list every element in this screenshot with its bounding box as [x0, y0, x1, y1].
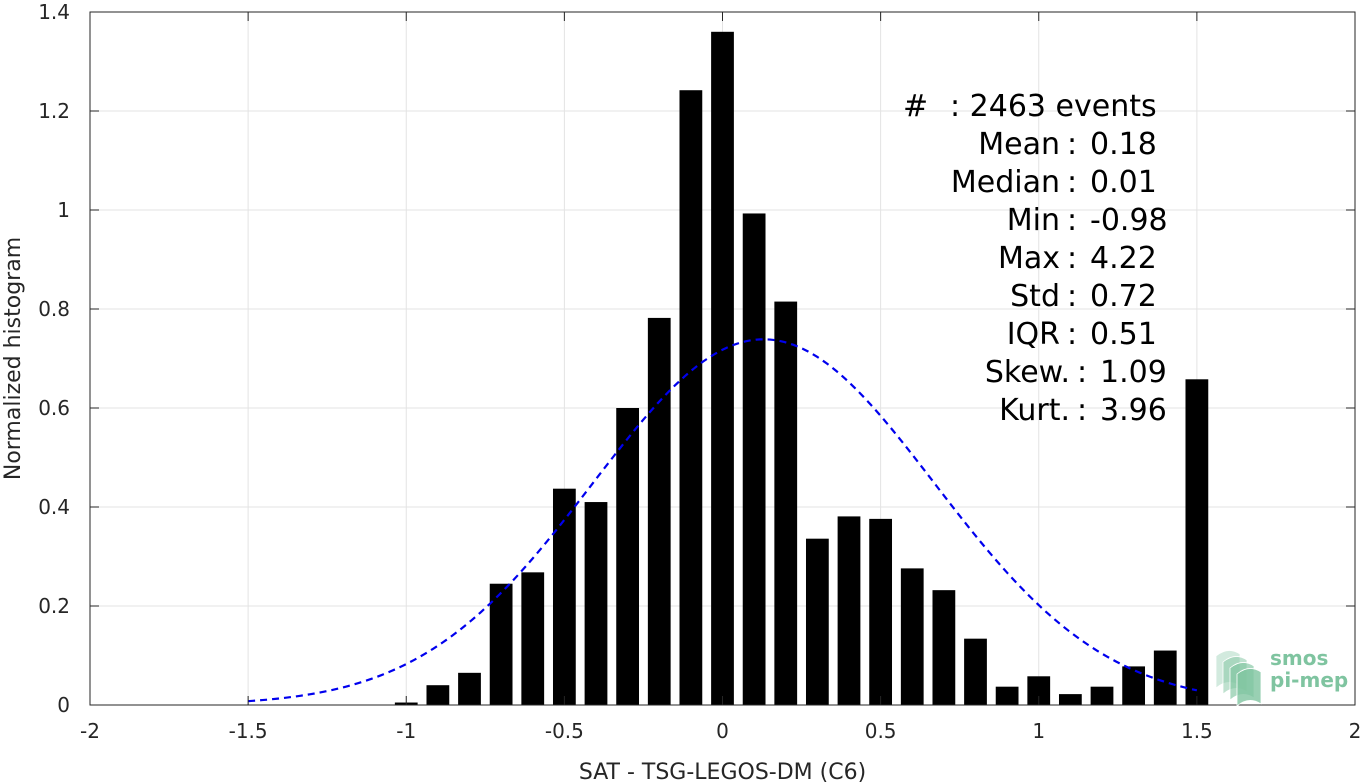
- stat-separator: :: [1077, 393, 1087, 428]
- histogram-bar: [837, 516, 861, 705]
- x-tick-labels: -2 -1.5 -1 -0.5 0 0.5 1 1.5 2: [80, 719, 1361, 743]
- x-tick-label: 1: [1032, 719, 1045, 743]
- stat-label: Mean: [978, 127, 1060, 162]
- stat-value: 0.72: [1090, 279, 1157, 314]
- x-tick-label: -1: [396, 719, 416, 743]
- y-tick-label: 0.2: [38, 594, 70, 618]
- logo-text-pi-mep: pi-mep: [1270, 668, 1348, 692]
- x-tick-label: 0: [716, 719, 729, 743]
- stat-value: 0.18: [1090, 127, 1157, 162]
- histogram-bars: [394, 31, 1209, 706]
- y-tick-label: 1.4: [38, 0, 70, 24]
- histogram-bar: [805, 538, 829, 705]
- stat-value: : 2463 events: [950, 89, 1157, 124]
- logo-wave-layer: [1236, 668, 1262, 707]
- x-tick-label: -2: [80, 719, 100, 743]
- stat-value: 4.22: [1090, 241, 1157, 276]
- histogram-bar: [647, 317, 671, 705]
- histogram-bar: [1185, 379, 1209, 705]
- stat-label: Min: [1007, 203, 1060, 238]
- stat-separator: :: [1067, 241, 1077, 276]
- histogram-bar: [616, 408, 640, 705]
- smos-pi-mep-logo: smos pi-mep: [1215, 646, 1348, 707]
- x-axis-label: SAT - TSG-LEGOS-DM (C6): [579, 760, 866, 784]
- stat-value: 3.96: [1100, 393, 1167, 428]
- x-tick-label: 1.5: [1181, 719, 1213, 743]
- histogram-bar: [1090, 686, 1114, 705]
- histogram-bar: [869, 518, 893, 705]
- histogram-bar: [932, 590, 956, 705]
- y-axis-label: Normalized histogram: [1, 237, 26, 480]
- histogram-bar: [584, 502, 608, 705]
- histogram-bar: [774, 301, 798, 705]
- histogram-bar: [1122, 666, 1146, 705]
- y-tick-labels: 0 0.2 0.4 0.6 0.8 1 1.2 1.4: [38, 0, 70, 717]
- stat-label: Std: [1010, 279, 1060, 314]
- y-tick-label: 1.2: [38, 99, 70, 123]
- histogram-bar: [1153, 650, 1177, 705]
- stat-separator: :: [1067, 279, 1077, 314]
- histogram-bar: [964, 638, 987, 705]
- histogram-bar: [679, 90, 703, 705]
- stat-label: Median: [951, 165, 1060, 200]
- x-tick-label: -1.5: [229, 719, 268, 743]
- stat-separator: :: [1067, 203, 1077, 238]
- y-tick-label: 0.6: [38, 396, 70, 420]
- logo-text-smos: smos: [1270, 646, 1328, 670]
- x-tick-label: -0.5: [545, 719, 584, 743]
- stat-value: 1.09: [1100, 355, 1167, 390]
- stat-label: #: [903, 89, 928, 124]
- histogram-bar: [426, 685, 450, 705]
- stat-separator: :: [1077, 355, 1087, 390]
- stat-label: Max: [998, 241, 1060, 276]
- histogram-bar: [458, 672, 481, 705]
- histogram-bar: [742, 213, 766, 705]
- stat-label: Kurt.: [999, 393, 1070, 428]
- stat-value: 0.51: [1090, 317, 1157, 352]
- x-tick-label: 0.5: [865, 719, 897, 743]
- stat-value: -0.98: [1090, 203, 1168, 238]
- histogram-bar: [521, 572, 545, 705]
- normal-fit-curve: [248, 338, 1198, 703]
- y-tick-label: 0.4: [38, 495, 70, 519]
- histogram-bar: [1027, 676, 1051, 705]
- stat-separator: :: [1067, 127, 1077, 162]
- stat-value: 0.01: [1090, 165, 1157, 200]
- axis-ticks: [89, 11, 1356, 706]
- y-tick-label: 1: [57, 198, 70, 222]
- y-tick-label: 0.8: [38, 297, 70, 321]
- histogram-bar: [900, 568, 924, 705]
- logo-wave-icon: [1215, 650, 1262, 707]
- x-tick-label: 2: [1349, 719, 1362, 743]
- histogram-bar: [552, 488, 576, 705]
- histogram-bar: [711, 31, 734, 706]
- histogram-bar: [489, 583, 513, 705]
- stat-separator: :: [1067, 317, 1077, 352]
- y-tick-label: 0: [57, 693, 70, 717]
- stat-separator: :: [1067, 165, 1077, 200]
- stat-label: IQR: [1007, 317, 1060, 352]
- histogram-bar: [995, 686, 1019, 705]
- histogram-bar: [1058, 694, 1082, 705]
- stat-label: Skew.: [985, 355, 1070, 390]
